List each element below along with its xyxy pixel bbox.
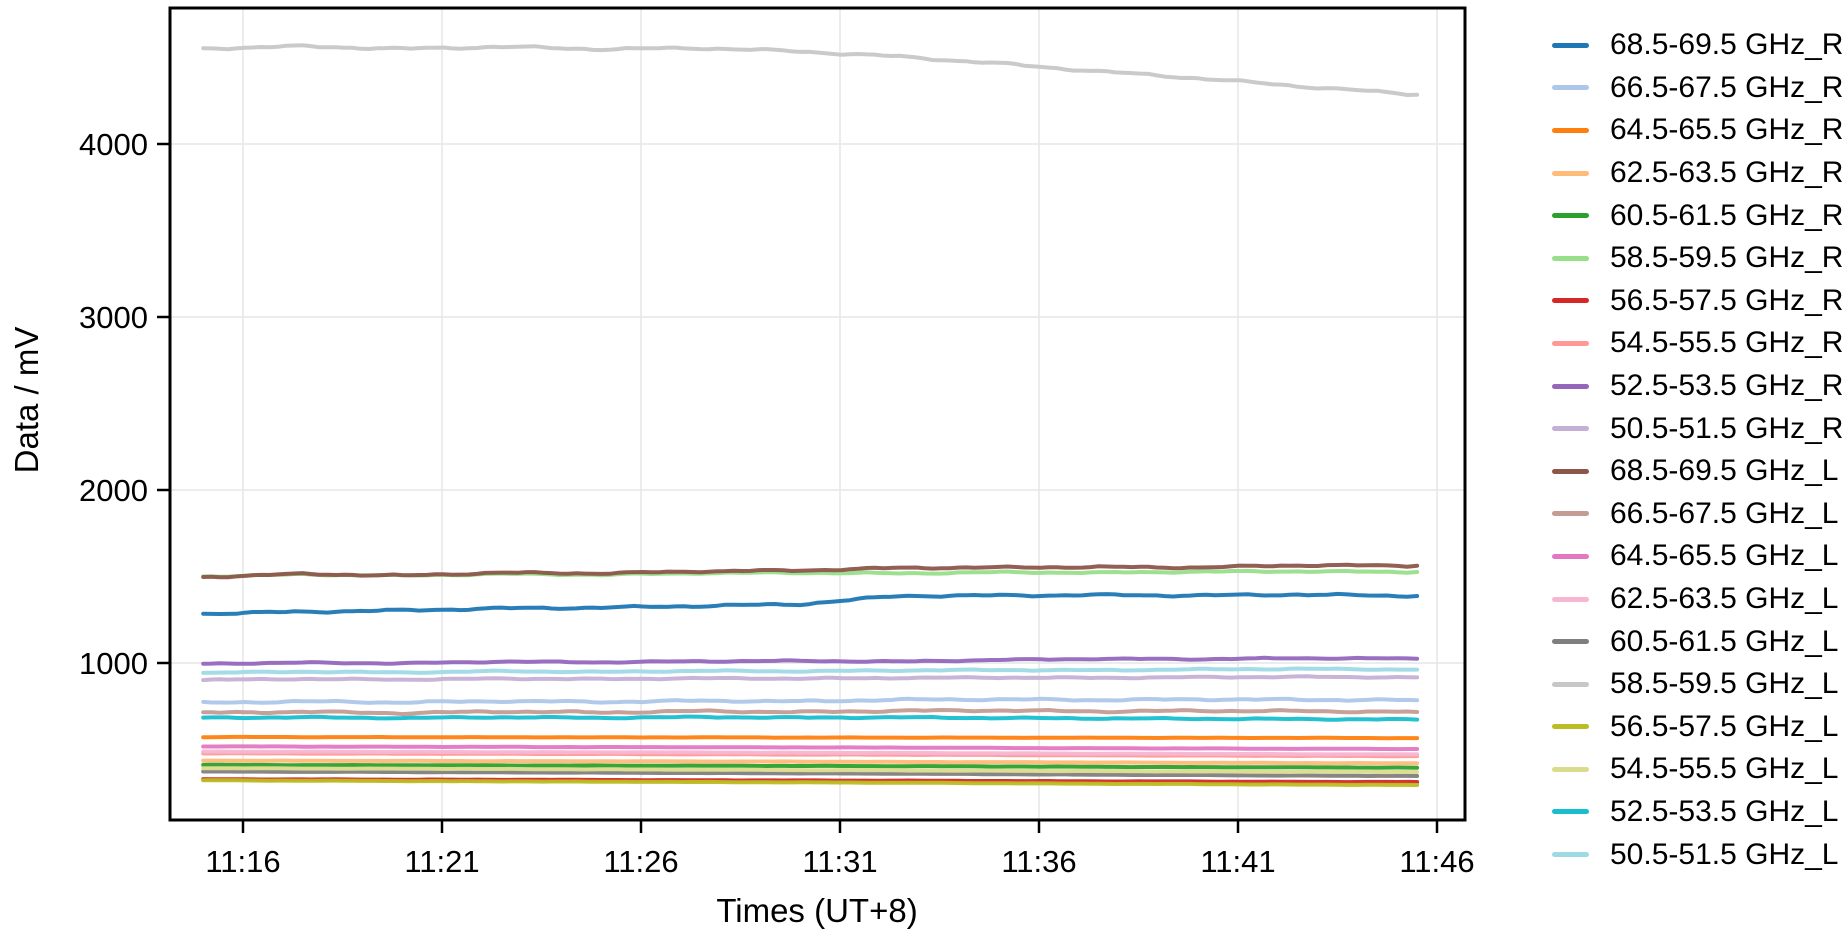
legend-swatch — [1552, 340, 1589, 346]
legend-item: 50.5-51.5 GHz_R — [1552, 407, 1843, 450]
legend-label: 56.5-57.5 GHz_L — [1610, 709, 1839, 743]
series-line-50.5-51.5-GHz_R — [201, 674, 1420, 683]
legend-item: 50.5-51.5 GHz_L — [1552, 833, 1843, 876]
legend-label: 54.5-55.5 GHz_R — [1610, 326, 1844, 360]
legend-label: 60.5-61.5 GHz_L — [1610, 624, 1839, 658]
legend-item: 54.5-55.5 GHz_L — [1552, 748, 1843, 791]
series-line-62.5-63.5-GHz_R — [201, 758, 1420, 766]
legend-swatch — [1552, 852, 1589, 858]
legend-swatch — [1552, 85, 1589, 91]
legend-swatch — [1552, 213, 1589, 219]
legend-item: 58.5-59.5 GHz_R — [1552, 237, 1843, 280]
legend-item: 52.5-53.5 GHz_R — [1552, 365, 1843, 408]
legend-swatch — [1552, 170, 1589, 176]
series-line-66.5-67.5-GHz_L — [201, 708, 1420, 717]
x-axis-title: Times (UT+8) — [716, 892, 917, 929]
plot-border — [168, 6, 1467, 822]
series-line-64.5-65.5-GHz_L — [201, 744, 1420, 752]
legend-label: 64.5-65.5 GHz_R — [1610, 113, 1844, 147]
y-axis-title: Data / mV — [8, 327, 45, 474]
legend-item: 56.5-57.5 GHz_R — [1552, 280, 1843, 323]
legend-swatch — [1552, 511, 1589, 517]
y-tick-label: 1000 — [79, 646, 148, 681]
series-line-58.5-59.5-GHz_L — [201, 43, 1420, 97]
x-tick-label: 11:16 — [205, 844, 280, 879]
x-tick-label: 11:26 — [603, 844, 678, 879]
legend-item: 60.5-61.5 GHz_R — [1552, 194, 1843, 237]
legend-swatch — [1552, 127, 1589, 133]
legend-item: 64.5-65.5 GHz_R — [1552, 109, 1843, 152]
series-line-54.5-55.5-GHz_L — [201, 766, 1420, 775]
legend-label: 62.5-63.5 GHz_R — [1610, 156, 1844, 190]
legend-swatch — [1552, 766, 1589, 772]
y-tick-label: 3000 — [79, 300, 148, 335]
series-line-52.5-53.5-GHz_R — [201, 655, 1420, 666]
series-line-60.5-61.5-GHz_R — [201, 762, 1420, 770]
legend-item: 66.5-67.5 GHz_R — [1552, 67, 1843, 110]
legend-item: 60.5-61.5 GHz_L — [1552, 620, 1843, 663]
legend-label: 68.5-69.5 GHz_L — [1610, 454, 1839, 488]
x-tick-label: 11:31 — [802, 844, 877, 879]
legend-label: 50.5-51.5 GHz_L — [1610, 837, 1839, 871]
legend-label: 52.5-53.5 GHz_L — [1610, 794, 1839, 828]
series-layer — [201, 43, 1420, 787]
series-line-60.5-61.5-GHz_L — [201, 769, 1420, 778]
legend-label: 66.5-67.5 GHz_R — [1610, 70, 1844, 104]
legend-label: 60.5-61.5 GHz_R — [1610, 198, 1844, 232]
legend-swatch — [1552, 383, 1589, 389]
series-line-50.5-51.5-GHz_L — [201, 666, 1420, 675]
x-tick-label: 11:21 — [404, 844, 479, 879]
legend-swatch — [1552, 298, 1589, 304]
series-line-68.5-69.5-GHz_R — [201, 591, 1420, 616]
legend-label: 58.5-59.5 GHz_R — [1610, 241, 1844, 275]
legend: 68.5-69.5 GHz_R 66.5-67.5 GHz_R 64.5-65.5 … — [1552, 24, 1843, 876]
legend-label: 66.5-67.5 GHz_L — [1610, 496, 1839, 530]
legend-label: 50.5-51.5 GHz_R — [1610, 411, 1844, 445]
legend-item: 66.5-67.5 GHz_L — [1552, 493, 1843, 536]
series-line-66.5-67.5-GHz_R — [201, 696, 1420, 705]
legend-label: 56.5-57.5 GHz_R — [1610, 283, 1844, 317]
legend-swatch — [1552, 468, 1589, 474]
legend-swatch — [1552, 639, 1589, 645]
legend-label: 58.5-59.5 GHz_L — [1610, 667, 1839, 701]
axis-layer: 11:16 11:21 11:26 11:31 11:36 11:41 11:46 1000 2… — [79, 6, 1475, 879]
legend-swatch — [1552, 681, 1589, 687]
legend-item: 56.5-57.5 GHz_L — [1552, 706, 1843, 749]
legend-item: 68.5-69.5 GHz_L — [1552, 450, 1843, 493]
legend-swatch — [1552, 809, 1589, 815]
legend-label: 54.5-55.5 GHz_L — [1610, 752, 1839, 786]
x-tick-label: 11:46 — [1399, 844, 1474, 879]
legend-item: 58.5-59.5 GHz_L — [1552, 663, 1843, 706]
legend-item: 52.5-53.5 GHz_L — [1552, 791, 1843, 834]
series-line-64.5-65.5-GHz_R — [201, 734, 1420, 741]
legend-swatch — [1552, 42, 1589, 48]
y-tick-label: 4000 — [79, 127, 148, 162]
legend-label: 62.5-63.5 GHz_L — [1610, 582, 1839, 616]
grid-layer — [170, 8, 1465, 820]
legend-swatch — [1552, 255, 1589, 261]
series-line-52.5-53.5-GHz_L — [201, 714, 1420, 722]
series-line-68.5-69.5-GHz_L — [201, 562, 1420, 580]
legend-label: 52.5-53.5 GHz_R — [1610, 369, 1844, 403]
legend-swatch — [1552, 426, 1589, 432]
legend-swatch — [1552, 724, 1589, 730]
series-line-56.5-57.5-GHz_L — [201, 778, 1420, 787]
y-tick-label: 2000 — [79, 473, 148, 508]
series-line-62.5-63.5-GHz_L — [201, 749, 1420, 757]
legend-swatch — [1552, 553, 1589, 559]
legend-item: 62.5-63.5 GHz_L — [1552, 578, 1843, 621]
legend-item: 54.5-55.5 GHz_R — [1552, 322, 1843, 365]
legend-swatch — [1552, 596, 1589, 602]
legend-item: 64.5-65.5 GHz_L — [1552, 535, 1843, 578]
legend-label: 64.5-65.5 GHz_L — [1610, 539, 1839, 573]
legend-item: 62.5-63.5 GHz_R — [1552, 152, 1843, 195]
x-tick-label: 11:36 — [1001, 844, 1076, 879]
x-tick-label: 11:41 — [1200, 844, 1275, 879]
legend-label: 68.5-69.5 GHz_R — [1610, 28, 1844, 62]
legend-item: 68.5-69.5 GHz_R — [1552, 24, 1843, 67]
